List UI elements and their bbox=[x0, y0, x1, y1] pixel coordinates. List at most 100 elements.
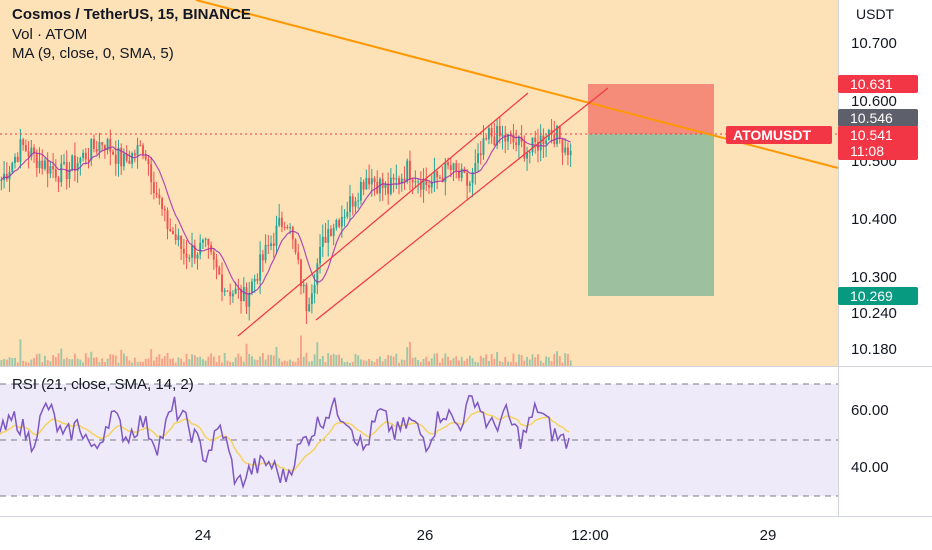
take-profit-zone[interactable] bbox=[588, 134, 714, 296]
candle-body bbox=[207, 238, 210, 245]
candle-body bbox=[133, 153, 136, 156]
volume-bar bbox=[550, 361, 553, 366]
volume-bar bbox=[438, 362, 441, 366]
volume-bar bbox=[253, 359, 256, 366]
candle-body bbox=[120, 147, 123, 167]
candle-body bbox=[300, 259, 302, 287]
candle-body bbox=[357, 200, 360, 202]
volume-bar bbox=[520, 355, 523, 366]
candle-body bbox=[231, 293, 234, 297]
candle-body bbox=[458, 170, 460, 178]
candle-body bbox=[272, 243, 275, 246]
candle-body bbox=[444, 162, 447, 183]
candle-body bbox=[103, 144, 106, 151]
candle-body bbox=[38, 160, 41, 168]
volume-bar bbox=[82, 362, 85, 366]
symbol-badge: ATOMUSDT bbox=[733, 127, 811, 143]
volume-bar bbox=[155, 356, 158, 366]
candle-body bbox=[201, 239, 204, 243]
candle-body bbox=[545, 140, 548, 145]
volume-bar bbox=[144, 358, 147, 366]
ma-legend[interactable]: MA (9, close, 0, SMA, 5) bbox=[12, 45, 174, 62]
candle-body bbox=[84, 152, 87, 160]
candle-body bbox=[215, 259, 218, 268]
volume-bar bbox=[112, 354, 114, 366]
volume-bar bbox=[455, 356, 458, 366]
volume-bar bbox=[139, 361, 142, 366]
rsi-legend[interactable]: RSI (21, close, SMA, 14, 2) bbox=[12, 376, 194, 393]
volume-bar bbox=[422, 358, 425, 366]
candle-body bbox=[504, 134, 507, 142]
candle-body bbox=[485, 138, 488, 140]
volume-bar bbox=[512, 353, 515, 366]
candle-body bbox=[57, 177, 60, 183]
candle-body bbox=[188, 257, 191, 259]
volume-bar bbox=[493, 358, 496, 366]
candle-body bbox=[297, 252, 300, 260]
volume-bar bbox=[46, 360, 49, 366]
volume-bar bbox=[152, 360, 155, 366]
candle-body bbox=[101, 142, 104, 145]
volume-bar bbox=[343, 362, 346, 366]
candle-body bbox=[561, 138, 564, 153]
volume-bar bbox=[387, 355, 390, 366]
volume-bars bbox=[0, 335, 572, 366]
candle-body bbox=[400, 178, 403, 184]
candle-body bbox=[340, 216, 343, 227]
volume-bar bbox=[242, 361, 245, 366]
candle-body bbox=[449, 165, 452, 171]
candle-body bbox=[359, 181, 362, 201]
channel-upper-line[interactable] bbox=[237, 92, 529, 337]
volume-bar bbox=[357, 355, 360, 366]
last-price-badge: 10.541 bbox=[850, 127, 893, 143]
volume-bar bbox=[11, 358, 14, 366]
candle-body bbox=[490, 128, 493, 137]
candle-body bbox=[199, 242, 202, 255]
candle-body bbox=[370, 178, 373, 185]
candle-body bbox=[310, 293, 313, 305]
volume-legend[interactable]: Vol · ATOM bbox=[12, 26, 88, 43]
candle-body bbox=[528, 152, 531, 154]
candle-body bbox=[161, 198, 164, 209]
volume-bar bbox=[128, 360, 131, 366]
price-tick: 10.300 bbox=[851, 269, 897, 286]
candle-body bbox=[180, 235, 183, 249]
rsi-tick: 60.00 bbox=[851, 402, 889, 419]
candle-body bbox=[493, 136, 496, 146]
channel-lower-line[interactable] bbox=[315, 87, 609, 321]
candle-body bbox=[526, 152, 529, 159]
target-badge: 10.269 bbox=[850, 288, 893, 304]
candle-body bbox=[242, 287, 245, 302]
volume-bar bbox=[8, 357, 11, 366]
candle-body bbox=[136, 145, 139, 156]
candle-body bbox=[408, 160, 411, 180]
volume-bar bbox=[433, 353, 436, 366]
candle-body bbox=[523, 141, 526, 159]
chart-title[interactable]: Cosmos / TetherUS, 15, BINANCE bbox=[12, 6, 251, 23]
volume-bar bbox=[400, 359, 403, 366]
candle-body bbox=[234, 288, 237, 294]
stop-loss-zone[interactable] bbox=[588, 84, 714, 134]
volume-bar bbox=[526, 356, 529, 366]
candle-body bbox=[144, 154, 147, 160]
candle-body bbox=[49, 166, 52, 174]
candle-body bbox=[253, 278, 256, 282]
volume-bar bbox=[297, 357, 300, 366]
volume-bar bbox=[240, 356, 243, 366]
volume-bar bbox=[471, 358, 474, 366]
candle-body bbox=[319, 246, 322, 264]
candle-body bbox=[52, 166, 55, 170]
volume-bar bbox=[275, 346, 278, 366]
volume-bar bbox=[370, 360, 373, 366]
volume-bar bbox=[24, 361, 27, 366]
candle-body bbox=[0, 179, 3, 181]
volume-bar bbox=[231, 362, 234, 366]
candle-body bbox=[321, 236, 324, 247]
volume-bar bbox=[133, 357, 136, 366]
volume-bar bbox=[417, 360, 420, 366]
candle-body bbox=[76, 163, 79, 171]
volume-bar bbox=[267, 354, 270, 366]
volume-bar bbox=[414, 357, 417, 366]
candle-body bbox=[169, 229, 172, 231]
